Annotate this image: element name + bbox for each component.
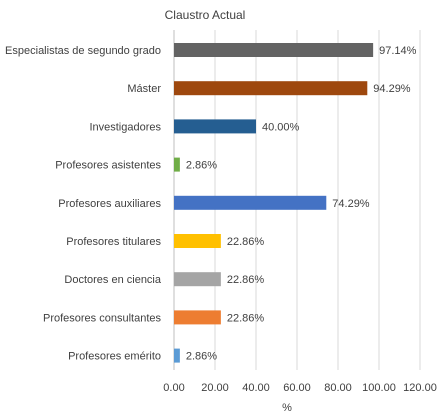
x-tick-label: 80.00 (324, 382, 352, 394)
data-label: 22.86% (227, 312, 265, 324)
x-tick-label: 20.00 (201, 382, 229, 394)
data-label: 94.29% (373, 83, 411, 95)
bar (174, 43, 374, 57)
category-label: Doctores en ciencia (64, 274, 161, 286)
category-label: Profesores auxiliares (58, 198, 161, 210)
x-tick-label: 120.00 (403, 382, 437, 394)
x-tick-label: 40.00 (242, 382, 270, 394)
bar (174, 81, 368, 96)
data-label: 2.86% (186, 160, 217, 172)
bar (174, 234, 221, 248)
data-label: 22.86% (227, 236, 265, 248)
category-labels: Especialistas de segundo grado Máster Inve… (5, 45, 162, 363)
category-label: Profesores consultantes (43, 312, 162, 324)
bars (174, 43, 374, 363)
bar (174, 119, 256, 134)
x-tick-labels: 0.00 20.00 40.00 60.00 80.00 100.00 120.00 (163, 382, 437, 394)
category-label: Máster (127, 83, 161, 95)
x-tick-label: 60.00 (283, 382, 311, 394)
category-label: Profesores emérito (68, 351, 161, 363)
bar (174, 348, 180, 363)
category-label: Profesores asistentes (55, 160, 161, 172)
data-label: 97.14% (379, 45, 417, 57)
data-label: 22.86% (227, 274, 265, 286)
category-label: Especialistas de segundo grado (5, 45, 161, 57)
x-axis-label: % (282, 402, 292, 414)
x-tick-label: 100.00 (362, 382, 396, 394)
x-tick-label: 0.00 (163, 382, 184, 394)
data-label: 40.00% (262, 121, 300, 133)
data-label: 2.86% (186, 351, 217, 363)
bar (174, 157, 180, 172)
chart-title: Claustro Actual (165, 8, 246, 22)
category-label: Profesores titulares (66, 236, 161, 248)
bar (174, 310, 221, 325)
value-labels: 97.14% 94.29% 40.00% 2.86% 74.29% 22.86% 22.86… (186, 45, 417, 363)
data-label: 74.29% (332, 198, 370, 210)
bar (174, 272, 221, 287)
bar (174, 195, 327, 210)
category-label: Investigadores (89, 121, 161, 133)
